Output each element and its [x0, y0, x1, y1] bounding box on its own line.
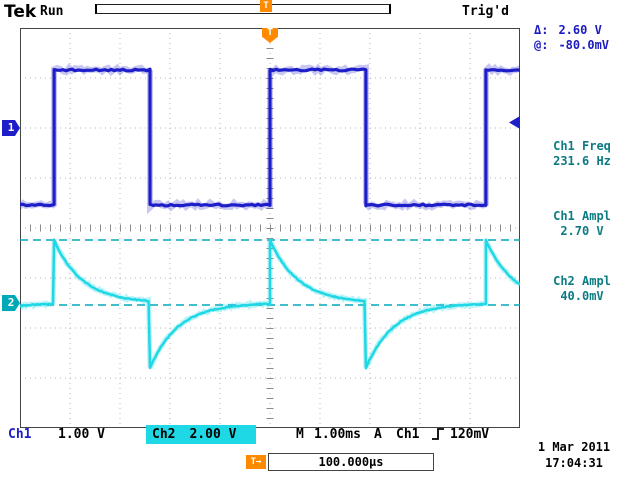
brand-logo: Tek: [4, 2, 37, 22]
cursor-delta-readout: Δ: 2.60 V: [534, 23, 634, 37]
acquisition-status: Run: [40, 4, 64, 19]
graticule: [20, 28, 520, 428]
ch2-trace: [20, 238, 520, 370]
statusbar-ch2-group: Ch2 2.00 V: [146, 425, 257, 444]
statusbar-trigger-source: Ch1: [396, 427, 420, 442]
measurement-ch2-ampl-label: Ch2 Ampl: [553, 274, 611, 288]
statusbar-ch2-label: Ch2: [152, 427, 176, 442]
statusbar-trigger-level: 120mV: [450, 427, 490, 442]
statusbar-timebase-value: 1.00ms: [314, 427, 361, 442]
ch2-ground-marker: 2: [2, 295, 20, 311]
trigger-level-arrow: [509, 116, 520, 129]
statusbar-trigger-mode: A: [374, 427, 382, 442]
measurement-ch1-freq-label: Ch1 Freq: [553, 139, 611, 153]
cursor-at-readout: @: -80.0mV: [534, 38, 634, 52]
statusbar-timebase-label: M: [296, 427, 304, 442]
measurement-ch1-ampl-value: 2.70 V: [560, 224, 604, 238]
statusbar-ch1-label: Ch1: [8, 427, 32, 442]
cursor-at-value: -80.0mV: [558, 38, 610, 52]
statusbar-ch1-scale: 1.00 V: [58, 427, 105, 442]
delay-marker-icon: T→: [246, 455, 266, 469]
cursor-delta-label: Δ:: [534, 23, 549, 37]
rising-slope-icon: [432, 428, 444, 440]
trigger-position-marker-top: T: [260, 0, 272, 12]
time-text: 17:04:31: [545, 456, 603, 470]
ch1-ground-marker: 1: [2, 120, 20, 136]
delay-value: 100.000µs: [268, 453, 434, 471]
date-text: 1 Mar 2011: [537, 440, 611, 454]
measurement-ch1-freq-value: 231.6 Hz: [553, 154, 611, 168]
trigger-status: Trig'd: [462, 4, 509, 19]
statusbar-ch2-scale: 2.00 V: [189, 427, 237, 442]
ch1-trace: [20, 67, 520, 208]
cursor-delta-value: 2.60 V: [558, 23, 602, 37]
measurement-ch2-ampl-value: 40.0mV: [560, 289, 604, 303]
measurement-ch1-ampl-label: Ch1 Ampl: [553, 209, 611, 223]
record-view-bar: [95, 4, 391, 14]
trigger-position-flag: T: [262, 28, 278, 43]
cursor-at-label: @:: [534, 38, 549, 52]
